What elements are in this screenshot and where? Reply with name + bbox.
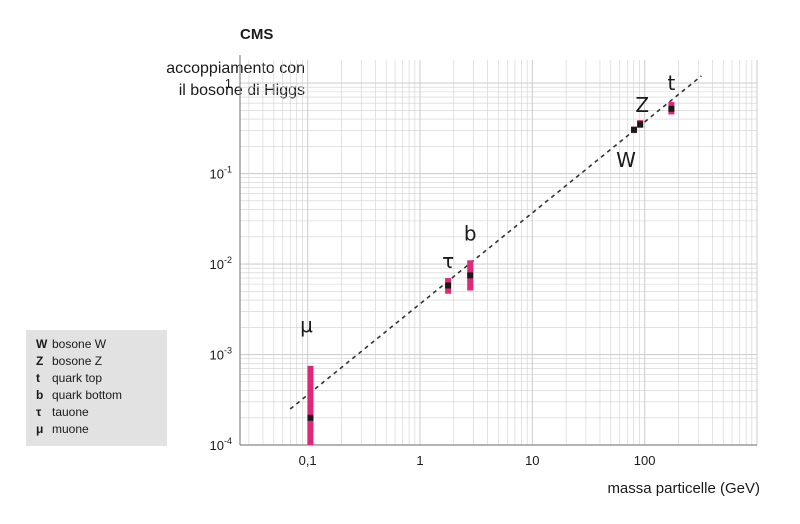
- legend-item: b quark bottom: [36, 387, 167, 404]
- legend-item: t quark top: [36, 370, 167, 387]
- point-label-μ: μ: [300, 313, 313, 337]
- legend-label: quark bottom: [52, 388, 123, 402]
- legend-label: bosone Z: [52, 354, 103, 368]
- error-bar-μ: [307, 365, 314, 445]
- data-point-W: [631, 126, 638, 133]
- legend-label: quark top: [52, 371, 103, 385]
- data-point-Z: [637, 121, 644, 128]
- data-point-μ: [307, 414, 314, 421]
- point-label-τ: τ: [442, 249, 454, 273]
- y-tick-label: 1: [225, 76, 232, 91]
- legend-item: τ tauone: [36, 404, 167, 421]
- data-point-b: [467, 272, 474, 279]
- legend-symbol: Z: [36, 354, 44, 368]
- legend-symbol: t: [36, 371, 40, 385]
- y-tick-label: 10-1: [210, 165, 232, 182]
- y-axis-label-line1: accoppiamento con: [166, 60, 305, 77]
- point-label-t: t: [667, 71, 675, 95]
- x-tick-label: 0,1: [299, 453, 317, 468]
- x-tick-label: 10: [525, 453, 539, 468]
- point-label-b: b: [464, 221, 477, 245]
- legend-symbol: W: [36, 337, 48, 351]
- legend-symbol: τ: [36, 405, 42, 419]
- legend-symbol: b: [36, 388, 44, 402]
- y-tick-label: 10-4: [210, 436, 232, 453]
- legend-label: tauone: [52, 405, 89, 419]
- x-tick-label: 100: [634, 453, 656, 468]
- y-tick-label: 10-3: [210, 346, 232, 363]
- point-label-Z: Z: [635, 93, 649, 117]
- legend-symbol: μ: [36, 422, 44, 436]
- y-axis-label-line2: il bosone di Higgs: [178, 82, 305, 99]
- legend-item: μ muone: [36, 421, 167, 438]
- data-point-τ: [445, 282, 452, 289]
- y-tick-label: 10-2: [210, 255, 232, 272]
- x-axis-label: massa particelle (GeV): [607, 480, 760, 497]
- point-label-W: W: [616, 148, 636, 172]
- data-point-t: [668, 105, 675, 112]
- legend-label: muone: [52, 422, 89, 436]
- legend-label: bosone W: [52, 337, 107, 351]
- brand-label: CMS: [240, 26, 274, 43]
- y-axis-label: accoppiamento con il bosone di Higgs: [166, 58, 305, 102]
- x-tick-label: 1: [416, 453, 423, 468]
